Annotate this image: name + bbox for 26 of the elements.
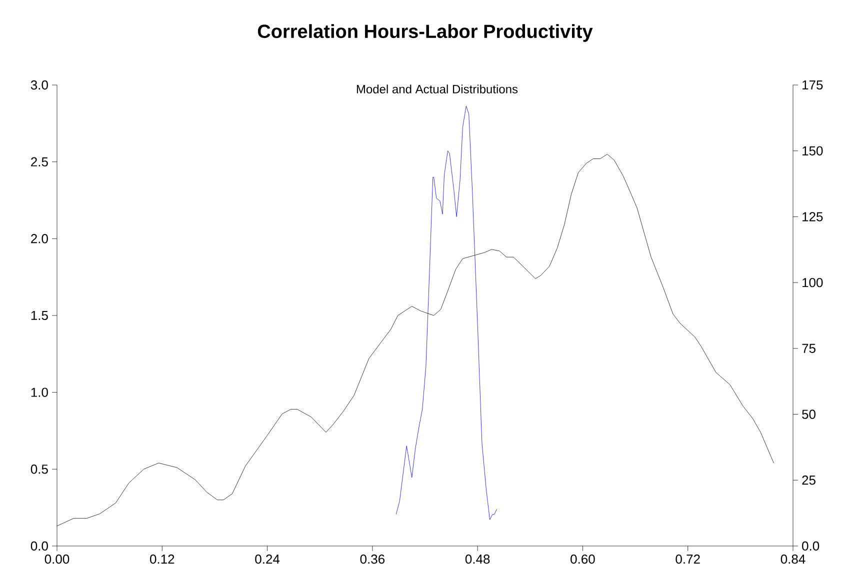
chart-subtitle: Model and Actual Distributions xyxy=(356,84,518,94)
y2-tick-label: 125 xyxy=(802,212,823,222)
x-tick-label: 0.12 xyxy=(150,554,174,564)
y-tick-label: 2.5 xyxy=(31,157,48,166)
y-tick-label: 2.0 xyxy=(31,234,48,244)
x-tick-label: 0.00 xyxy=(44,554,70,564)
y-tick-label: 1.0 xyxy=(31,388,48,397)
x-tick-label: 0.48 xyxy=(465,554,490,564)
y-tick-label: 0.5 xyxy=(30,464,48,474)
x-tick-label: 0.60 xyxy=(570,554,595,564)
line-series xyxy=(396,106,498,520)
y-tick-label: 1.5 xyxy=(31,310,48,320)
x-tick-label: 0.24 xyxy=(255,554,280,564)
x-tick-label: 0.72 xyxy=(676,554,700,564)
y2-tick-label: 100 xyxy=(802,278,823,288)
y-tick-label: 0.0 xyxy=(30,541,48,551)
y-tick-label: 3.0 xyxy=(30,80,48,90)
y2-tick-label: 175 xyxy=(802,80,823,90)
y2-tick-label: 150 xyxy=(802,146,823,156)
y2-tick-label: 50 xyxy=(802,410,816,419)
y2-tick-label: 0.0 xyxy=(802,541,820,551)
y2-tick-label: 75 xyxy=(802,344,816,353)
x-tick-label: 0.36 xyxy=(360,554,385,564)
x-tick-label: 0.84 xyxy=(780,554,806,564)
y2-tick-label: 25 xyxy=(802,476,816,485)
chart-title: Correlation Hours-Labor Productivity xyxy=(258,24,593,42)
